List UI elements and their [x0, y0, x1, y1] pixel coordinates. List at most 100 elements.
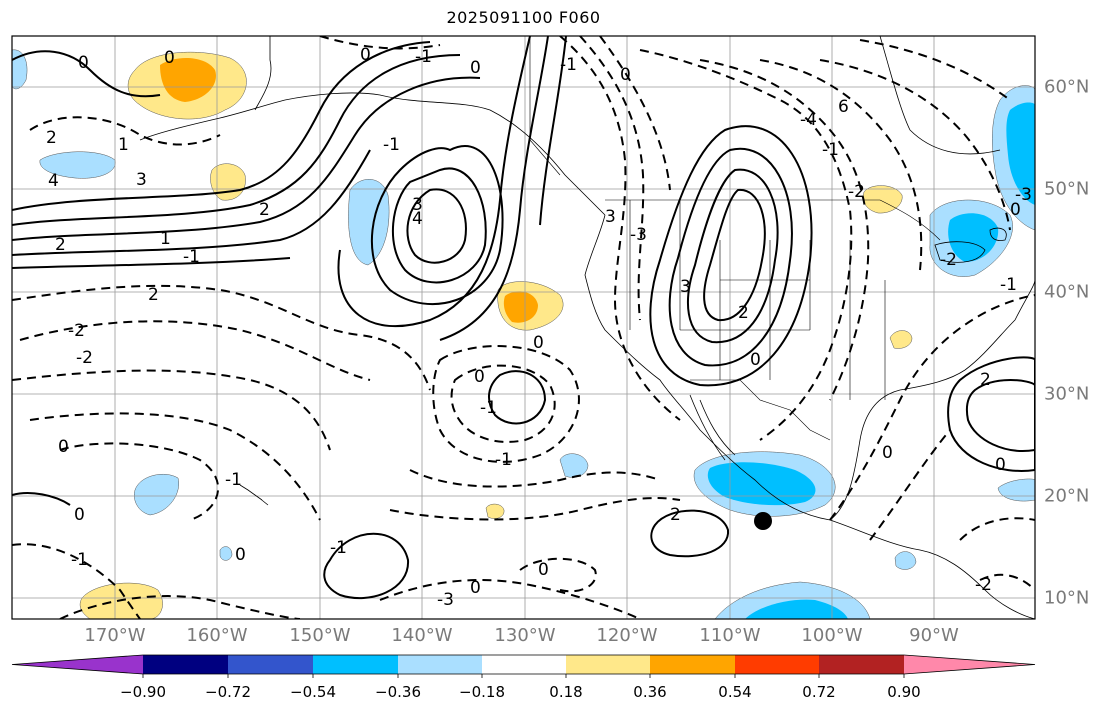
- lat-label: 10°N: [1044, 587, 1090, 609]
- contour-line: [539, 36, 567, 226]
- borders: [529, 36, 941, 441]
- contour-label: -2: [76, 348, 93, 368]
- colorbar-segment: [313, 655, 398, 674]
- coastlines: [139, 36, 1035, 619]
- contour-line: [703, 188, 766, 322]
- contour-line: [12, 149, 371, 256]
- lon-label: 140°W: [391, 625, 453, 646]
- contour-label: 4: [48, 171, 59, 191]
- alaska-coast: [254, 36, 606, 216]
- lon-label: 110°W: [699, 625, 761, 646]
- lat-label: 30°N: [1044, 383, 1090, 405]
- contour-label: -1: [225, 470, 242, 490]
- contour-line: [829, 294, 1035, 521]
- colorbar-segment: [566, 655, 650, 674]
- contour-label: -2: [848, 182, 865, 202]
- negative-anomaly-area: [348, 179, 390, 266]
- colorbar-segment: [228, 655, 313, 674]
- colorbar-tick-label: 0.90: [887, 683, 921, 701]
- contour-line: [819, 59, 1011, 231]
- contour-label: 6: [838, 97, 849, 117]
- eastern-coast: [964, 279, 1035, 371]
- contour-line: [649, 125, 813, 387]
- contour-line: [323, 532, 410, 600]
- negative-anomaly-area: [134, 474, 180, 516]
- contour-line: [12, 257, 291, 269]
- contour-line: [12, 369, 331, 451]
- lon-label: 120°W: [596, 625, 658, 646]
- contour-label: -3: [630, 225, 647, 245]
- gulf-of-mexico-coast: [829, 369, 966, 521]
- canada-us-border: [605, 199, 941, 241]
- positive-anomaly-area: [889, 330, 913, 349]
- negative-anomaly-area: [948, 213, 999, 262]
- contour-label: -4: [800, 110, 817, 130]
- colorbar-segment: [482, 655, 566, 674]
- lat-label: 20°N: [1044, 485, 1090, 507]
- contour-label: -1: [383, 135, 400, 155]
- contour-label: 0: [882, 443, 893, 463]
- contour-label: 1: [160, 229, 171, 249]
- contour-label: 2: [259, 200, 270, 220]
- contour-line: [439, 36, 549, 341]
- contour-line: [650, 509, 730, 558]
- contour-label: -1: [71, 550, 88, 570]
- contour-line: [12, 76, 481, 241]
- colorbar-tick-label: −0.54: [290, 683, 336, 701]
- map-frame: [11, 35, 1036, 620]
- colorbar-segment: [735, 655, 819, 674]
- contour-label: 0: [74, 505, 85, 525]
- contour-line: [687, 168, 779, 344]
- hawaii-islands: [239, 484, 269, 506]
- contour-label: -1: [183, 247, 200, 267]
- contour-label: 2: [46, 128, 57, 148]
- contour-line: [488, 370, 547, 425]
- baja-california: [689, 394, 736, 461]
- contour-line: [519, 557, 597, 593]
- contour-line: [559, 36, 681, 421]
- contour-label: -1: [560, 55, 577, 75]
- lon-label: 150°W: [289, 625, 351, 646]
- contour-line: [579, 36, 645, 321]
- colorbar-tick-label: −0.18: [459, 683, 505, 701]
- contour-line: [319, 36, 441, 50]
- us-mexico-border: [690, 379, 831, 441]
- contour-label: -1: [415, 47, 432, 67]
- negative-anomaly-area: [1006, 102, 1035, 205]
- colorbar-tick-label: 0.18: [549, 683, 583, 701]
- contour-line: [947, 356, 1035, 472]
- contour-label: -2: [940, 250, 957, 270]
- contour-label: 4: [412, 209, 423, 229]
- contour-line: [409, 469, 661, 488]
- colorbar: [11, 654, 1036, 678]
- contour-line: [668, 147, 793, 367]
- contour-label: 2: [738, 303, 749, 323]
- contour-line: [965, 379, 1035, 452]
- lat-label: 50°N: [1044, 178, 1090, 200]
- contour-label: 3: [680, 277, 691, 297]
- colorbar-tick-label: −0.90: [120, 683, 166, 701]
- contour-line: [389, 497, 681, 521]
- lon-label: 130°W: [494, 625, 556, 646]
- contour-label: 0: [470, 578, 481, 598]
- contour-label: -1: [822, 140, 839, 160]
- colorbar-segment: [12, 655, 143, 674]
- contour-label: 1: [118, 135, 129, 155]
- contour-line: [391, 167, 487, 284]
- contour-line: [979, 573, 1035, 591]
- negative-anomaly-area: [894, 551, 917, 570]
- lon-label: 160°W: [186, 625, 248, 646]
- contour-line: [29, 412, 321, 521]
- contour-label: 0: [58, 437, 69, 457]
- contour-label: -2: [975, 575, 992, 595]
- positive-anomaly-area: [160, 58, 216, 102]
- hudson-labrador-coast: [879, 36, 1001, 155]
- contour-label: -1: [495, 450, 512, 470]
- contour-line: [29, 116, 221, 146]
- contour-label: -1: [480, 398, 497, 418]
- negative-anomaly-area: [559, 453, 589, 478]
- contour-label: 3: [605, 207, 616, 227]
- lat-label: 40°N: [1044, 281, 1090, 303]
- state-boundaries: [629, 200, 886, 400]
